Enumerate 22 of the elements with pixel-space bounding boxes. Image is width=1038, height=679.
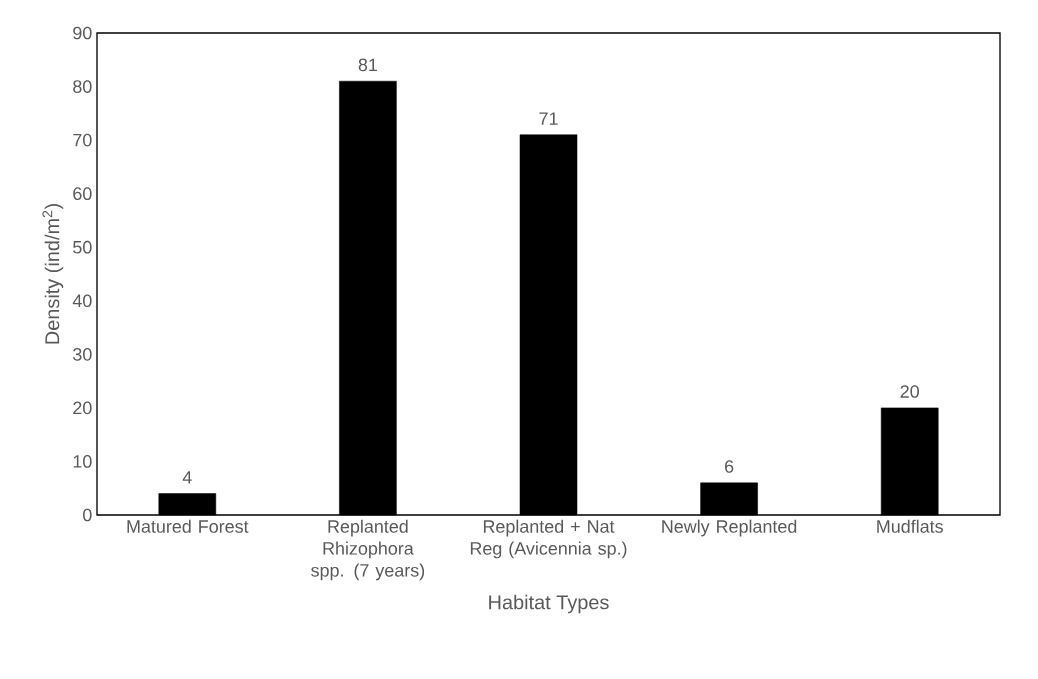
x-tick-label: Replanted Rhizophora spp. (7 years) [311, 519, 425, 581]
data-label: 4 [182, 471, 192, 484]
y-tick-label: 50 [73, 240, 92, 254]
x-axis-title: Habitat Types [489, 594, 609, 614]
data-label: 20 [900, 385, 919, 398]
y-tick-label: 90 [73, 26, 92, 40]
x-tick-label: Mudflats [877, 519, 943, 533]
y-tick-label: 10 [73, 455, 92, 468]
y-tick-label: 0 [83, 508, 92, 522]
data-label: 71 [539, 112, 558, 125]
y-axis-title: Density (ind/m$^{2}$) [42, 204, 64, 344]
y-tick-label: 30 [73, 347, 92, 361]
data-label: 6 [725, 460, 734, 473]
y-tick-label: 20 [73, 401, 92, 415]
x-tick-label: Matured Forest [127, 519, 249, 533]
y-tick-label: 80 [73, 80, 92, 93]
x-tick-label: Newly Replanted [662, 519, 797, 537]
x-tick-label: Replanted + Nat Reg (Avicennia sp.) [470, 519, 627, 559]
y-tick-label: 70 [73, 133, 92, 147]
data-label: 81 [358, 58, 377, 72]
y-tick-label: 40 [72, 294, 92, 308]
y-tick-label: 60 [73, 187, 92, 201]
